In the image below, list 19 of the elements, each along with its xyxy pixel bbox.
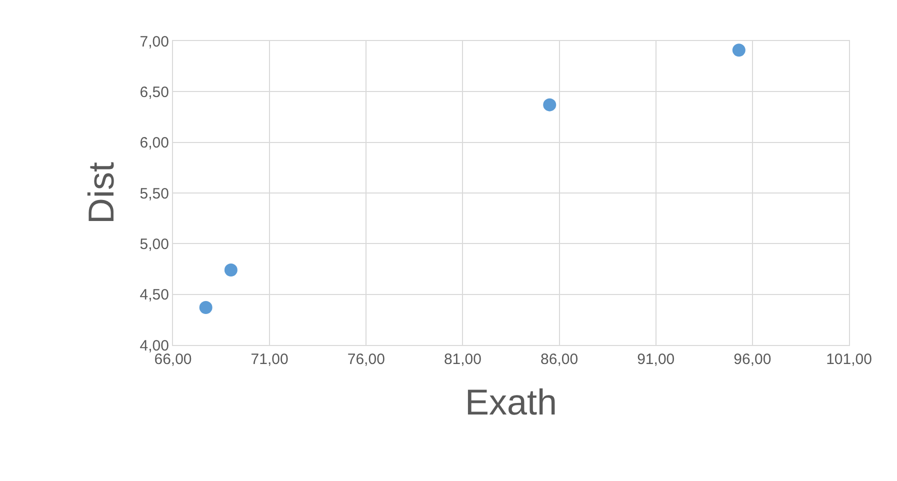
- x-tick-label: 86,00: [540, 351, 578, 368]
- x-tick-label: 91,00: [637, 351, 675, 368]
- point: [199, 301, 212, 314]
- x-axis-title: Exath: [464, 382, 558, 423]
- y-axis-title: Dist: [80, 162, 122, 224]
- y-tick-label: 5,50: [140, 185, 169, 202]
- y-tick-label: 5,00: [140, 236, 169, 253]
- x-tick-label: 71,00: [250, 351, 288, 368]
- point: [543, 98, 556, 112]
- y-tick-label: 6,50: [140, 84, 169, 101]
- y-tick-label: 7,00: [140, 33, 169, 50]
- x-tick-label: 76,00: [347, 351, 385, 368]
- y-tick-label: 4,50: [140, 286, 169, 304]
- x-tick-label: 81,00: [444, 351, 482, 368]
- point: [732, 44, 746, 57]
- x-tick-label: 101,00: [826, 351, 872, 368]
- point: [224, 264, 238, 277]
- y-tick-label: 6,00: [140, 134, 169, 152]
- x-tick-label: 96,00: [734, 351, 772, 368]
